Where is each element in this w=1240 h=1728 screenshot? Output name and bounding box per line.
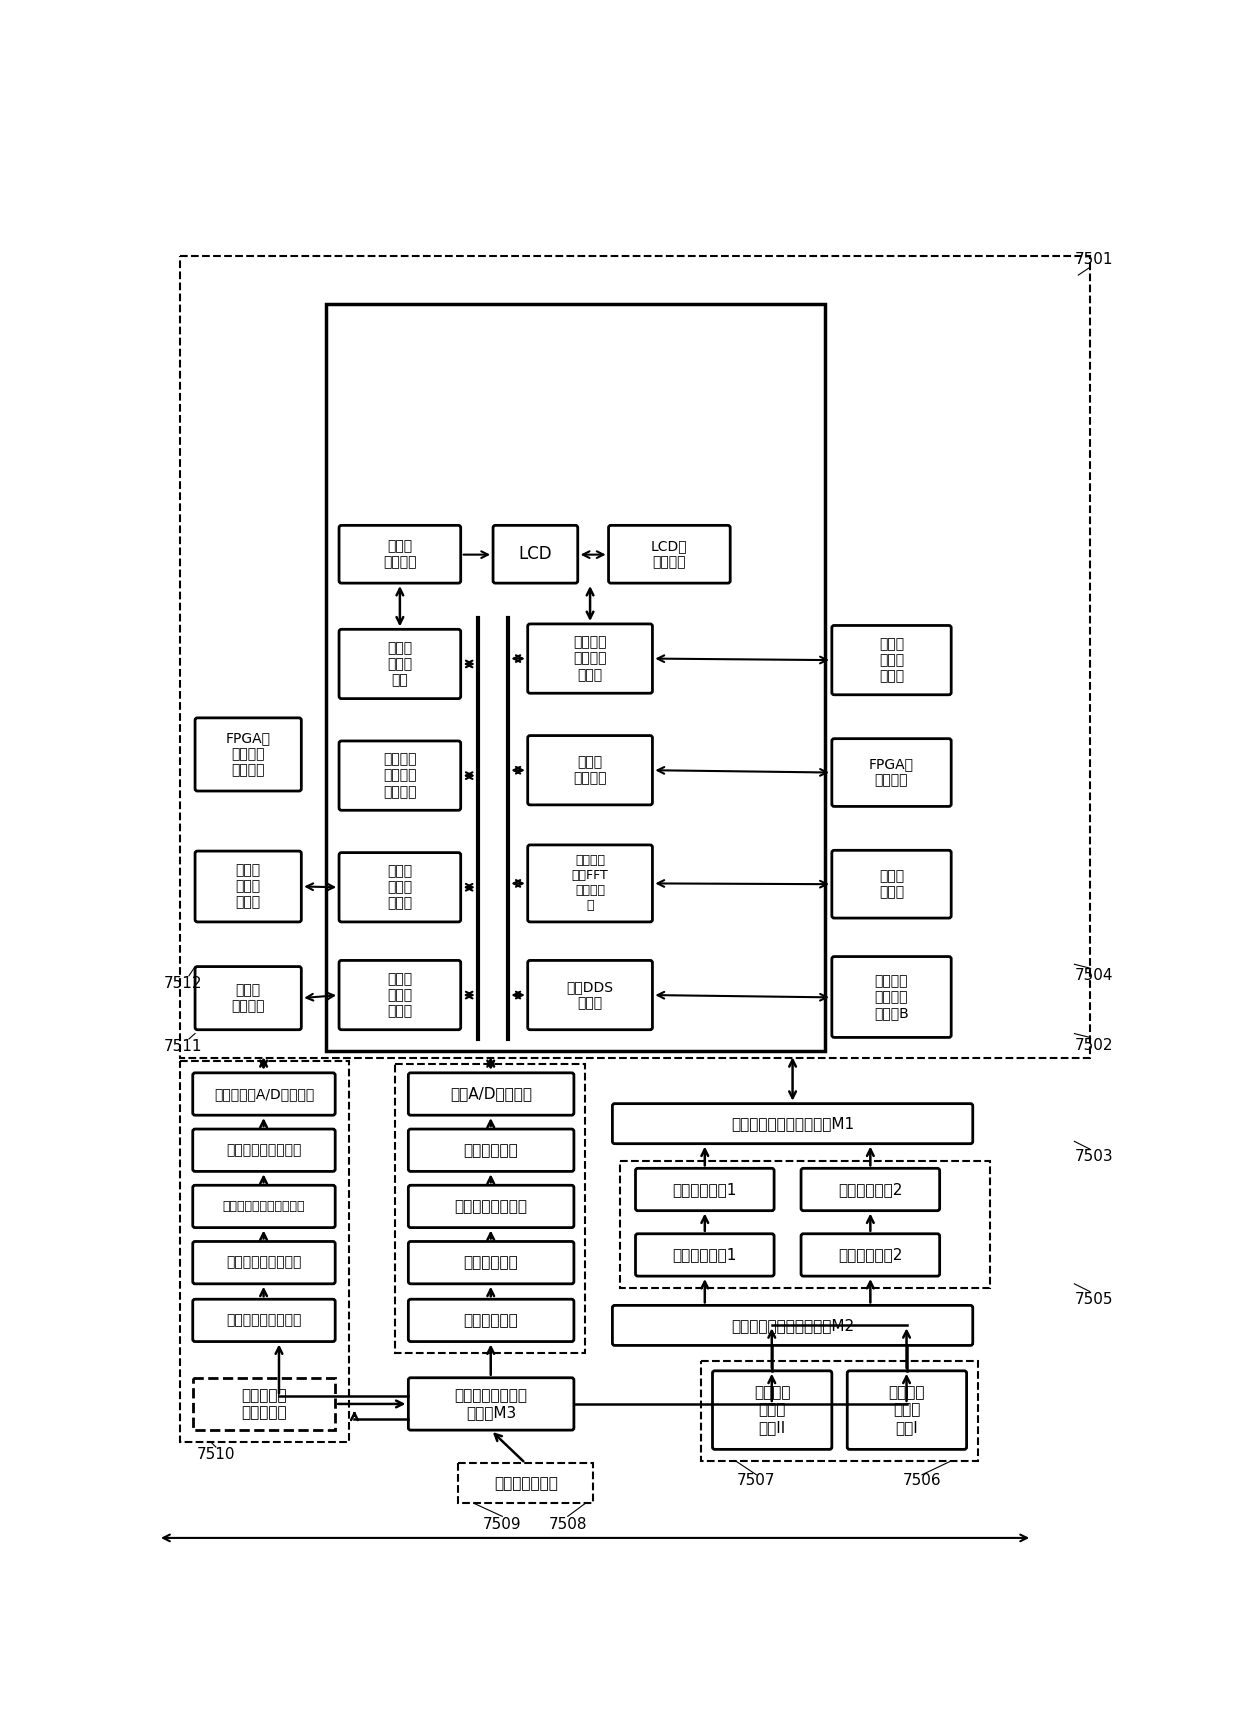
Text: 高速多支路电子选择开关M1: 高速多支路电子选择开关M1 (732, 1116, 854, 1132)
FancyBboxPatch shape (339, 852, 461, 923)
FancyBboxPatch shape (192, 1185, 335, 1227)
Text: 7501: 7501 (1074, 252, 1112, 268)
FancyBboxPatch shape (613, 1305, 972, 1346)
Text: 7511: 7511 (164, 1039, 202, 1054)
Text: 高速A/D变换单元: 高速A/D变换单元 (450, 1087, 532, 1101)
Text: 7505: 7505 (1074, 1293, 1112, 1306)
Text: 多支路信号放大单元: 多支路信号放大单元 (226, 1313, 301, 1327)
FancyBboxPatch shape (195, 717, 301, 791)
Text: 高速多支路电子选
择开关M3: 高速多支路电子选 择开关M3 (455, 1388, 528, 1420)
Text: FPGA外
部振荡电
路分单元: FPGA外 部振荡电 路分单元 (226, 731, 270, 778)
Bar (180, 256, 1090, 1058)
FancyBboxPatch shape (408, 1241, 574, 1284)
Text: 多支路带通虑波单元: 多支路带通虑波单元 (226, 1256, 301, 1270)
FancyBboxPatch shape (408, 1128, 574, 1172)
Text: LCD接
口分单元: LCD接 口分单元 (651, 539, 688, 569)
FancyBboxPatch shape (195, 852, 301, 923)
FancyBboxPatch shape (847, 1370, 967, 1450)
Text: 看门狗
分单元: 看门狗 分单元 (879, 869, 904, 899)
Bar (326, 304, 825, 1051)
Text: 互易声学
换能器
单元II: 互易声学 换能器 单元II (754, 1386, 790, 1434)
Text: 一、二维
混合FFT
计算分单
元: 一、二维 混合FFT 计算分单 元 (572, 854, 609, 912)
Text: 标定传声器单元: 标定传声器单元 (494, 1476, 558, 1491)
FancyBboxPatch shape (832, 738, 951, 807)
FancyBboxPatch shape (339, 961, 461, 1030)
FancyBboxPatch shape (801, 1234, 940, 1275)
Text: 电压限幅单元: 电压限幅单元 (464, 1142, 518, 1158)
Text: LCD: LCD (518, 546, 552, 563)
FancyBboxPatch shape (609, 525, 730, 582)
Text: 7512: 7512 (164, 976, 202, 992)
Text: 信号放大单元: 信号放大单元 (464, 1313, 518, 1327)
Text: 同步脉
冲分送
分单元: 同步脉 冲分送 分单元 (879, 638, 904, 683)
Text: 多维广义
矩阵求逆
分单元: 多维广义 矩阵求逆 分单元 (573, 636, 606, 683)
FancyBboxPatch shape (528, 845, 652, 923)
FancyBboxPatch shape (832, 626, 951, 695)
FancyBboxPatch shape (195, 966, 301, 1030)
FancyBboxPatch shape (408, 1073, 574, 1115)
FancyBboxPatch shape (339, 629, 461, 698)
Text: 功率放大单元2: 功率放大单元2 (838, 1248, 903, 1263)
FancyBboxPatch shape (832, 957, 951, 1037)
FancyBboxPatch shape (635, 1168, 774, 1211)
Text: 7507: 7507 (737, 1472, 776, 1488)
FancyBboxPatch shape (528, 736, 652, 805)
Bar (620, 1161, 990, 1287)
Text: 7506: 7506 (903, 1472, 941, 1488)
FancyBboxPatch shape (408, 1377, 574, 1431)
Text: 低通虑波单元1: 低通虑波单元1 (672, 1182, 737, 1198)
Text: 内部DDS
分单元: 内部DDS 分单元 (567, 980, 614, 1011)
FancyBboxPatch shape (528, 624, 652, 693)
FancyBboxPatch shape (339, 525, 461, 582)
FancyBboxPatch shape (339, 741, 461, 810)
Text: 7502: 7502 (1074, 1037, 1112, 1052)
FancyBboxPatch shape (528, 961, 652, 1030)
Bar (396, 1064, 585, 1353)
Text: 直流信号偏置单元: 直流信号偏置单元 (455, 1199, 528, 1215)
FancyBboxPatch shape (635, 1234, 774, 1275)
Text: 多支路电压限幅单元: 多支路电压限幅单元 (226, 1144, 301, 1158)
Text: 多支路直流信号偏置单元: 多支路直流信号偏置单元 (223, 1199, 305, 1213)
Text: 多支路高速A/D变换单元: 多支路高速A/D变换单元 (213, 1087, 314, 1101)
Text: 7510: 7510 (197, 1448, 236, 1462)
Text: 系统复
位分单元: 系统复 位分单元 (232, 983, 265, 1013)
Text: 多支路待测
传声器单元: 多支路待测 传声器单元 (241, 1388, 286, 1420)
Text: 数据交换
有线、无
线接口B: 数据交换 有线、无 线接口B (874, 975, 909, 1020)
Text: 7503: 7503 (1074, 1149, 1114, 1165)
FancyBboxPatch shape (192, 1073, 335, 1115)
Text: 高速多支路电子选择开关M2: 高速多支路电子选择开关M2 (732, 1318, 854, 1332)
Text: 带通虑波单元: 带通虑波单元 (464, 1255, 518, 1270)
Text: 7504: 7504 (1074, 968, 1112, 983)
Text: 7509: 7509 (482, 1517, 522, 1531)
Text: 频谱能量
重心法校
正分单元: 频谱能量 重心法校 正分单元 (383, 752, 417, 798)
Text: 键盘接
口分单元: 键盘接 口分单元 (383, 539, 417, 569)
FancyBboxPatch shape (494, 525, 578, 582)
Bar (192, 1377, 335, 1431)
Text: 数据接
收存储
分单元: 数据接 收存储 分单元 (387, 971, 413, 1018)
Text: 外部扩
展存储
分单元: 外部扩 展存储 分单元 (236, 864, 260, 909)
FancyBboxPatch shape (192, 1241, 335, 1284)
Bar (459, 1464, 593, 1503)
FancyBboxPatch shape (613, 1104, 972, 1144)
Bar (701, 1362, 978, 1460)
FancyBboxPatch shape (408, 1299, 574, 1341)
Text: 内部控
制分单元: 内部控 制分单元 (573, 755, 606, 785)
Text: 正则化
处理分
单元: 正则化 处理分 单元 (387, 641, 413, 688)
Text: 功率放大单元1: 功率放大单元1 (672, 1248, 737, 1263)
FancyBboxPatch shape (713, 1370, 832, 1450)
Text: 互易声学
换能器
单元I: 互易声学 换能器 单元I (889, 1386, 925, 1434)
FancyBboxPatch shape (408, 1185, 574, 1227)
Text: 低通虑波单元2: 低通虑波单元2 (838, 1182, 903, 1198)
Text: FPGA配
置分单元: FPGA配 置分单元 (869, 757, 914, 788)
FancyBboxPatch shape (192, 1299, 335, 1341)
Text: 时钟信
号管理
分单元: 时钟信 号管理 分单元 (387, 864, 413, 911)
FancyBboxPatch shape (801, 1168, 940, 1211)
Bar (180, 1061, 350, 1441)
FancyBboxPatch shape (192, 1128, 335, 1172)
FancyBboxPatch shape (832, 850, 951, 918)
Text: 7508: 7508 (548, 1517, 587, 1531)
